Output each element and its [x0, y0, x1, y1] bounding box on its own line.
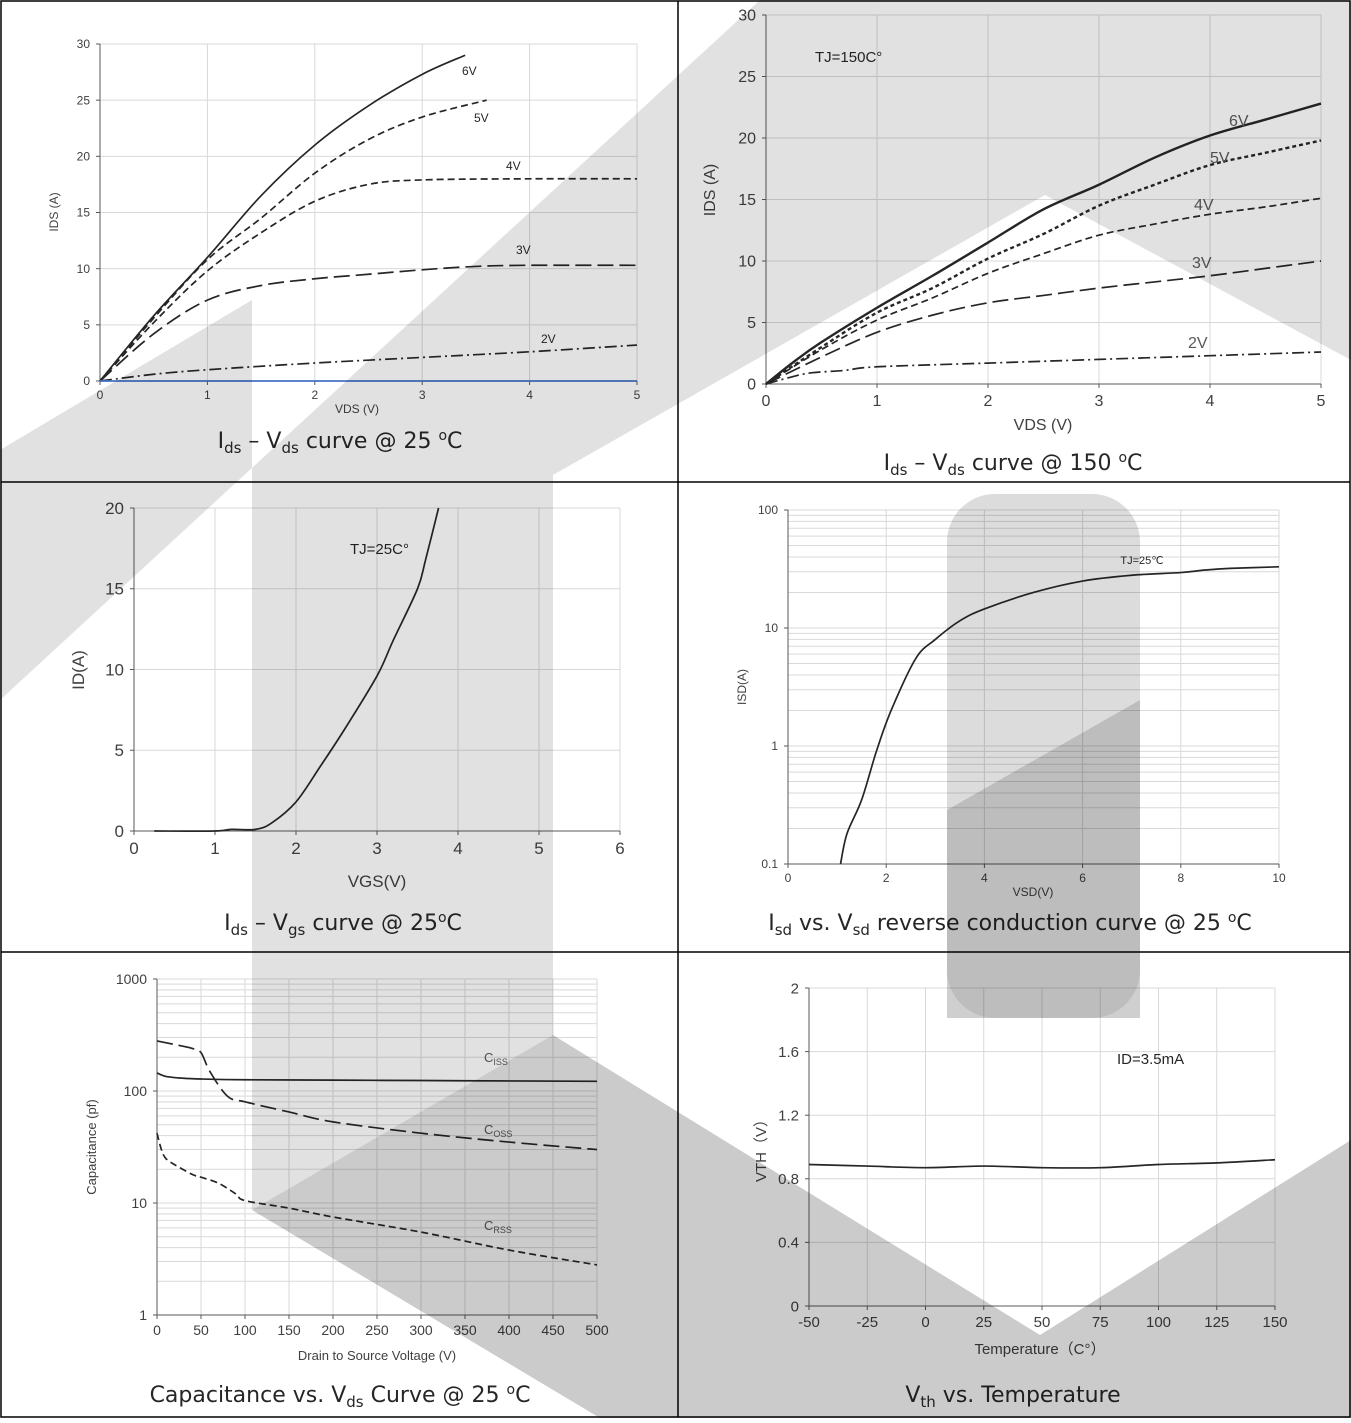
x-tick-label: 6	[615, 839, 624, 858]
y-axis-label: ISD(A)	[735, 669, 749, 705]
y-tick-label: 0.1	[761, 857, 778, 871]
x-tick-label: 3	[1095, 393, 1104, 410]
x-tick-label: 0	[762, 393, 771, 410]
series-label-4v: 4V	[506, 159, 521, 173]
x-tick-label: 2	[883, 871, 890, 885]
y-tick-label: 15	[77, 206, 91, 220]
y-axis-label: ID(A)	[69, 650, 88, 690]
x-tick-label: 300	[409, 1322, 433, 1338]
series-line-6v	[99, 54, 466, 382]
chart-caption: Capacitance vs. Vds Curve @ 25 oC	[150, 1382, 531, 1411]
x-tick-label: 4	[1206, 393, 1215, 410]
y-tick-label: 25	[77, 93, 91, 107]
x-tick-label: 50	[1034, 1314, 1051, 1331]
y-axis-label: Capacitance (pf)	[84, 1099, 99, 1194]
chart-caption: Ids – Vds curve @ 150 oC	[884, 450, 1143, 479]
series-label-2v: 2V	[1188, 335, 1208, 352]
y-tick-label: 5	[83, 318, 90, 332]
x-tick-label: 5	[1317, 393, 1326, 410]
x-tick-label: 1	[873, 393, 882, 410]
y-tick-label: 10	[131, 1195, 147, 1211]
series-label-5v: 5V	[474, 111, 489, 125]
series-line-4v	[765, 197, 1322, 385]
y-tick-label: 1000	[116, 971, 147, 987]
y-tick-label: 5	[115, 741, 124, 760]
y-tick-label: 0	[747, 377, 756, 394]
y-axis-label: IDS (A)	[47, 192, 61, 231]
y-tick-label: 2	[791, 980, 799, 997]
watermark-block-wedge	[947, 700, 1140, 1018]
y-tick-label: 1	[771, 739, 778, 753]
y-tick-label: 10	[765, 621, 779, 635]
x-tick-label: 50	[193, 1322, 209, 1338]
series-line-coss	[156, 1040, 598, 1151]
x-tick-label: 2	[984, 393, 993, 410]
y-tick-label: 1.2	[778, 1107, 799, 1124]
x-tick-label: 2	[311, 388, 318, 402]
x-tick-label: 0	[785, 871, 792, 885]
y-tick-label: 100	[758, 503, 778, 517]
x-tick-label: 150	[277, 1322, 301, 1338]
series-label-6v: 6V	[462, 64, 477, 78]
x-axis-label: Drain to Source Voltage (V)	[298, 1348, 456, 1363]
x-tick-label: 200	[321, 1322, 345, 1338]
y-tick-label: 0	[115, 822, 124, 841]
series-line-5v	[99, 99, 487, 382]
watermark-lower-wedge	[252, 1035, 1351, 1418]
x-axis-label: VDS (V)	[1014, 417, 1073, 434]
y-tick-label: 0	[83, 374, 90, 388]
chart-annotation: ID=3.5mA	[1117, 1051, 1184, 1068]
y-tick-label: 100	[124, 1083, 148, 1099]
x-tick-label: 1	[210, 839, 219, 858]
series-line-0	[808, 1158, 1276, 1169]
y-tick-label: 10	[105, 660, 124, 679]
x-tick-label: 0	[153, 1322, 161, 1338]
watermark-band	[0, 0, 1351, 1210]
x-tick-label: 8	[1177, 871, 1184, 885]
x-tick-label: 10	[1272, 871, 1286, 885]
series-line-2v	[765, 351, 1322, 385]
chart-caption: Isd vs. Vsd reverse conduction curve @ 2…	[768, 910, 1252, 939]
y-tick-label: 20	[77, 150, 91, 164]
y-tick-label: 30	[77, 37, 91, 51]
x-tick-label: 250	[365, 1322, 389, 1338]
y-tick-label: 1.6	[778, 1044, 799, 1061]
x-tick-label: 100	[233, 1322, 257, 1338]
y-tick-label: 1	[139, 1307, 147, 1323]
y-tick-label: 10	[77, 262, 91, 276]
x-tick-label: 0	[129, 839, 138, 858]
series-line-4v	[99, 177, 638, 382]
